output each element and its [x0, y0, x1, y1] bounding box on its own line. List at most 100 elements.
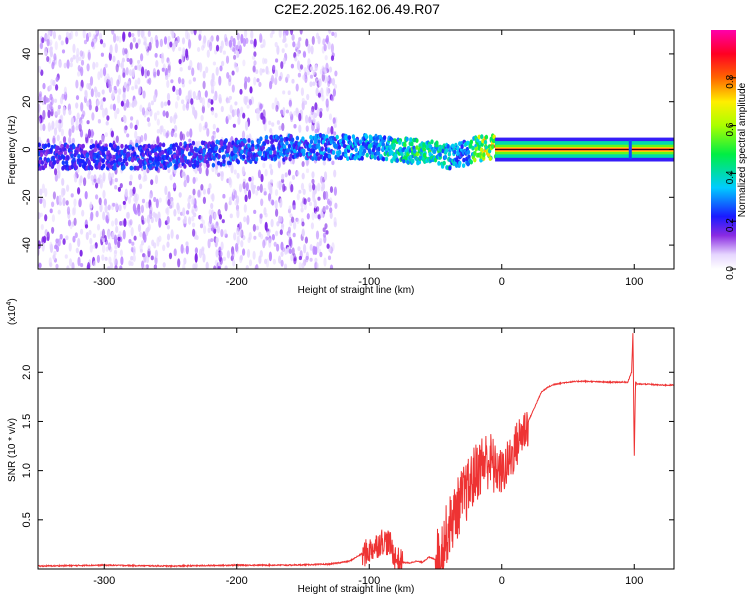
noise-cell	[226, 40, 230, 47]
noise-cell	[211, 72, 215, 83]
noise-cell	[295, 107, 299, 114]
noise-cell	[316, 107, 320, 117]
noise-cell	[250, 175, 255, 182]
noise-cell	[213, 224, 217, 230]
noise-cell	[303, 243, 307, 254]
noise-cell	[91, 112, 95, 121]
noise-cell	[211, 135, 215, 141]
noise-cell	[188, 39, 192, 49]
noise-cell	[247, 76, 251, 83]
noise-cell	[117, 94, 121, 104]
trace-cell	[179, 141, 183, 147]
noise-cell	[295, 217, 299, 222]
noise-cell	[245, 182, 249, 192]
noise-cell	[333, 84, 338, 89]
noise-cell	[54, 41, 58, 51]
noise-cell	[317, 196, 321, 201]
noise-cell	[120, 256, 124, 266]
noise-cell	[323, 44, 327, 52]
noise-cell	[58, 60, 62, 68]
noise-cell	[39, 198, 43, 204]
noise-cell	[240, 106, 244, 115]
noise-cell	[113, 85, 117, 91]
noise-cell	[54, 173, 58, 182]
noise-cell	[156, 118, 160, 126]
noise-cell	[134, 84, 138, 90]
noise-cell	[166, 233, 171, 241]
noise-cell	[232, 123, 236, 128]
noise-cell	[42, 109, 46, 120]
trace-cell	[471, 145, 475, 151]
noise-cell	[102, 107, 106, 118]
noise-cell	[49, 101, 53, 111]
noise-cell	[250, 179, 254, 188]
noise-cell	[111, 172, 115, 179]
noise-cell	[245, 37, 249, 44]
noise-cell	[140, 30, 144, 39]
noise-cell	[257, 169, 262, 179]
noise-cell	[102, 172, 106, 182]
noise-cell	[215, 66, 219, 76]
noise-cell	[224, 265, 228, 269]
noise-cell	[49, 93, 53, 101]
noise-cell	[259, 213, 263, 219]
noise-cell	[287, 90, 291, 96]
noise-cell	[101, 228, 106, 239]
noise-cell	[211, 166, 215, 173]
noise-cell	[148, 193, 152, 200]
noise-cell	[114, 218, 118, 226]
noise-cell	[53, 53, 57, 61]
noise-cell	[214, 168, 218, 176]
noise-cell	[122, 87, 126, 95]
trace-cell	[372, 144, 377, 150]
noise-cell	[255, 225, 259, 231]
trace-cell	[101, 163, 106, 169]
noise-cell	[281, 122, 285, 132]
noise-cell	[118, 204, 122, 212]
noise-cell	[317, 214, 321, 220]
noise-cell	[321, 182, 326, 191]
noise-cell	[246, 215, 250, 225]
noise-cell	[123, 218, 127, 228]
trace-cell	[190, 148, 195, 154]
noise-cell	[159, 125, 163, 135]
trace-cell	[116, 145, 120, 151]
noise-cell	[76, 112, 80, 120]
noise-cell	[255, 189, 259, 196]
noise-cell	[325, 191, 329, 200]
noise-cell	[218, 75, 222, 86]
trace-cell	[104, 146, 109, 152]
noise-cell	[145, 255, 150, 264]
noise-cell	[167, 61, 171, 66]
trace-cell	[344, 152, 348, 158]
noise-cell	[145, 201, 149, 209]
noise-cell	[38, 65, 42, 73]
noise-cell	[183, 257, 187, 265]
noise-cell	[46, 103, 51, 112]
noise-cell	[178, 58, 182, 65]
noise-cell	[84, 132, 88, 138]
noise-cell	[302, 188, 306, 196]
noise-cell	[332, 117, 336, 125]
noise-cell	[311, 171, 315, 179]
noise-cell	[207, 187, 211, 195]
noise-cell	[274, 69, 278, 78]
noise-cell	[169, 174, 173, 181]
noise-cell	[198, 62, 202, 71]
trace-cell	[483, 139, 488, 145]
snr-background	[38, 328, 674, 569]
noise-cell	[43, 94, 47, 105]
noise-cell	[300, 87, 304, 97]
noise-cell	[289, 111, 293, 117]
noise-cell	[263, 187, 267, 192]
trace-cell	[469, 159, 473, 165]
trace-cell	[50, 144, 54, 150]
noise-cell	[167, 199, 171, 207]
noise-cell	[180, 243, 184, 254]
noise-cell	[193, 204, 197, 209]
trace-cell	[373, 155, 377, 160]
noise-cell	[220, 228, 224, 238]
noise-cell	[56, 134, 60, 142]
noise-cell	[168, 252, 173, 260]
trace-cell	[312, 148, 316, 154]
